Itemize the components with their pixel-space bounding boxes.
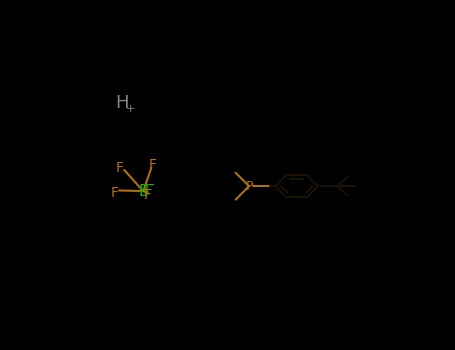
Text: F: F xyxy=(116,161,124,175)
Text: F: F xyxy=(149,158,157,172)
Text: P: P xyxy=(245,180,253,193)
Text: B: B xyxy=(138,183,148,198)
Text: H: H xyxy=(116,94,129,112)
Text: F: F xyxy=(144,188,152,202)
Text: F: F xyxy=(111,186,118,200)
Text: +: + xyxy=(126,104,135,114)
Text: −: − xyxy=(145,178,156,191)
